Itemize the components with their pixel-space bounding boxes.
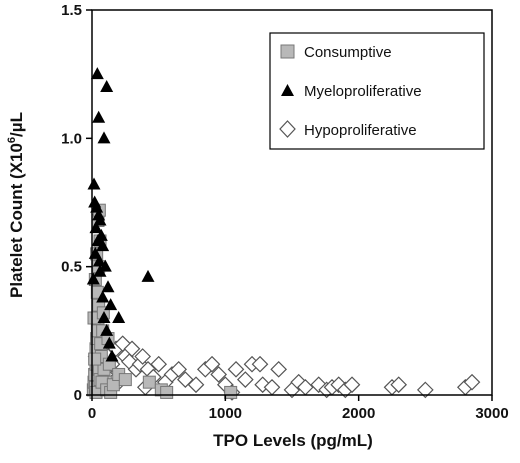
data-point-myeloproliferative [92,110,106,123]
data-point-consumptive [88,352,102,366]
data-point-hypoproliferative [170,360,188,378]
data-point-myeloproliferative [87,177,101,190]
data-point-myeloproliferative [92,254,106,267]
data-point-myeloproliferative [86,272,100,285]
data-point-myeloproliferative [105,349,119,362]
legend-diamond-icon [279,120,296,138]
data-point-myeloproliferative [97,311,111,323]
y-tick-label: 1.0 [61,130,82,147]
data-point-consumptive [224,385,238,399]
data-point-consumptive [142,375,156,389]
data-point-hypoproliferative [270,360,288,378]
data-point-hypoproliferative [150,355,168,373]
data-point-hypoproliferative [236,371,254,388]
plot-area-frame [91,9,493,396]
data-point-myeloproliferative [104,298,118,311]
data-point-hypoproliferative [390,376,408,394]
data-point-myeloproliferative [90,67,104,80]
data-point-myeloproliferative [93,213,107,226]
data-point-hypoproliferative [134,348,152,365]
data-point-myeloproliferative [141,269,155,282]
x-tick-label: 1000 [209,405,242,422]
axis-ticks: 0 1000 2000 3000 0 0.5 1.0 1.5 [61,2,509,422]
data-point-hypoproliferative [343,376,361,394]
x-tick-label: 0 [88,405,96,422]
x-tick-label: 2000 [342,405,375,422]
data-point-myeloproliferative [90,200,104,213]
data-point-myeloproliferative [101,280,115,293]
data-point-myeloproliferative [97,131,111,144]
legend-square-icon [280,44,295,59]
data-point-consumptive [160,385,174,399]
y-axis-label-superscript: 6 [6,137,18,143]
y-tick-label: 1.5 [61,2,82,19]
data-point-myeloproliferative [96,290,110,303]
legend: Consumptive Myeloproliferative Hypoproli… [269,32,485,150]
data-point-myeloproliferative [112,311,126,323]
data-point-myeloproliferative [100,323,114,336]
legend-item-myeloproliferative: Myeloproliferative [281,83,422,100]
data-point-myeloproliferative [96,239,110,252]
data-point-myeloproliferative [102,336,116,349]
legend-label-hypoproliferative: Hypoproliferative [304,122,417,139]
data-point-hypoproliferative [227,360,245,378]
legend-box [269,32,485,150]
data-point-myeloproliferative [93,264,107,277]
data-point-hypoproliferative [416,381,434,399]
legend-item-hypoproliferative: Hypoproliferative [279,120,417,139]
legend-label-consumptive: Consumptive [304,44,392,61]
data-point-hypoproliferative [123,340,141,358]
x-tick-label: 3000 [475,405,508,422]
y-axis-label-unit: /µL [7,112,26,137]
x-axis-label: TPO Levels (pg/mL) [213,431,373,450]
data-point-hypoproliferative [203,355,221,373]
y-axis-label: Platelet Count (X106/µL [6,112,26,298]
legend-triangle-icon [281,84,294,96]
data-point-consumptive [118,373,132,387]
data-point-hypoproliferative [251,355,269,373]
data-point-hypoproliferative [463,373,481,391]
data-point-hypoproliferative [187,376,205,394]
legend-item-consumptive: Consumptive [280,44,392,61]
y-tick-label: 0 [74,387,82,404]
y-axis-label-main: Platelet Count (X10 [7,143,26,298]
data-point-hypoproliferative [210,366,228,383]
legend-label-myeloproliferative: Myeloproliferative [304,83,422,100]
data-marks [86,67,481,401]
data-point-myeloproliferative [100,80,114,92]
y-tick-label: 0.5 [61,259,82,276]
